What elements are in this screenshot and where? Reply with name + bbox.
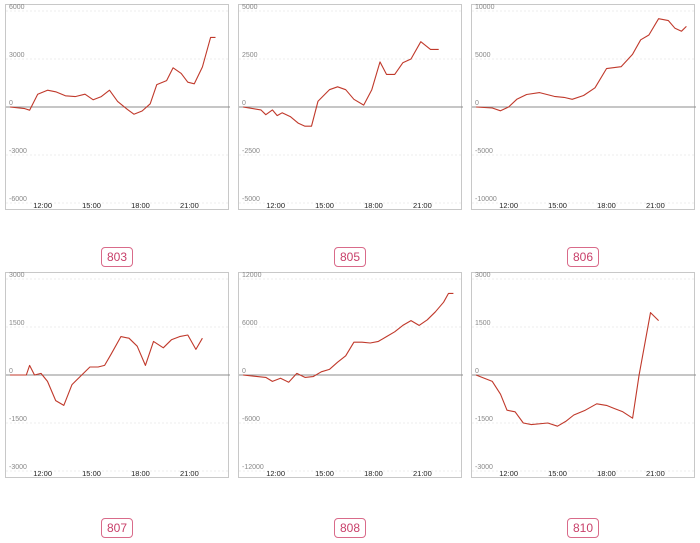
x-tick-label: 21:00 [413,201,432,210]
chart-panel-807: -3000 -1500 0 1500 3000 12:00 15:00 18:00 21:00 [5,272,230,478]
y-tick-label: -1500 [9,416,27,423]
chart-svg: -5000 -2500 0 2500 5000 12:00 15:00 18:00 21:00 [239,4,463,210]
x-tick-label: 15:00 [548,201,567,210]
y-tick-label: -3000 [475,464,493,471]
y-tick-label: 0 [242,100,246,107]
chart-label-badge: 803 [101,247,134,267]
y-tick-label: -3000 [9,464,27,471]
chart-panel-803: -6000 -3000 0 3000 6000 12:00 15:00 18:00 21:00 [5,4,230,210]
x-tick-label: 15:00 [315,469,334,478]
y-tick-label: -3000 [9,148,27,155]
x-tick-label: 12:00 [499,469,518,478]
x-tick-label: 18:00 [597,469,616,478]
y-tick-label: 2500 [242,52,258,59]
y-tick-label: 6000 [242,320,258,327]
y-tick-label: -5000 [475,148,493,155]
chart-label-badge: 806 [567,247,600,267]
y-tick-label: -2500 [242,148,260,155]
y-tick-label: -10000 [475,196,497,203]
x-tick-label: 18:00 [131,469,150,478]
y-tick-label: -6000 [242,416,260,423]
x-tick-label: 15:00 [315,201,334,210]
x-tick-label: 21:00 [180,469,199,478]
y-tick-label: 0 [9,100,13,107]
x-tick-label: 21:00 [180,201,199,210]
series-line [9,36,216,115]
series-line [10,334,203,406]
x-tick-label: 15:00 [548,469,567,478]
x-tick-label: 12:00 [33,469,52,478]
series-line [475,18,687,112]
x-tick-label: 15:00 [82,469,101,478]
chart-svg: -3000 -1500 0 1500 3000 12:00 15:00 18:00 21:00 [6,272,230,478]
y-tick-label: -1500 [475,416,493,423]
x-tick-label: 12:00 [499,201,518,210]
y-tick-label: 1500 [475,320,491,327]
chart-svg: -3000 -1500 0 1500 3000 12:00 15:00 18:00 21:00 [472,272,696,478]
y-tick-label: 10000 [475,4,495,11]
x-tick-label: 21:00 [413,469,432,478]
chart-panel-810: -3000 -1500 0 1500 3000 12:00 15:00 18:00 21:00 [471,272,696,478]
chart-panel-806: -10000 -5000 0 5000 10000 12:00 15:00 18:00 21:0… [471,4,696,210]
y-tick-label: -12000 [242,464,264,471]
y-tick-label: 1500 [9,320,25,327]
y-tick-label: 3000 [475,272,491,279]
y-tick-label: 0 [9,368,13,375]
series-line [242,41,439,127]
y-tick-label: -6000 [9,196,27,203]
x-tick-label: 15:00 [82,201,101,210]
chart-svg: -12000 -6000 0 6000 12000 12:00 15:00 18:00 21:0… [239,272,463,478]
chart-svg: -10000 -5000 0 5000 10000 12:00 15:00 18:00 21:0… [472,4,696,210]
x-tick-label: 12:00 [266,469,285,478]
x-tick-label: 12:00 [33,201,52,210]
chart-svg: -6000 -3000 0 3000 6000 12:00 15:00 18:00 21:00 [6,4,230,210]
y-tick-label: 3000 [9,52,25,59]
chart-label-badge: 807 [101,518,134,538]
y-tick-label: 5000 [242,4,258,11]
chart-panel-808: -12000 -6000 0 6000 12000 12:00 15:00 18:00 21:0… [238,272,463,478]
x-tick-label: 12:00 [266,201,285,210]
y-tick-label: 0 [475,100,479,107]
x-tick-label: 21:00 [646,469,665,478]
series-line [242,292,454,383]
y-tick-label: -5000 [242,196,260,203]
y-tick-label: 3000 [9,272,25,279]
x-tick-label: 18:00 [131,201,150,210]
series-line [475,312,659,427]
chart-label-badge: 808 [334,518,367,538]
chart-label-badge: 805 [334,247,367,267]
y-tick-label: 12000 [242,272,262,279]
chart-label-badge: 810 [567,518,600,538]
x-tick-label: 18:00 [364,469,383,478]
y-tick-label: 0 [475,368,479,375]
x-tick-label: 21:00 [646,201,665,210]
y-tick-label: 0 [242,368,246,375]
y-tick-label: 5000 [475,52,491,59]
x-tick-label: 18:00 [597,201,616,210]
chart-panel-805: -5000 -2500 0 2500 5000 12:00 15:00 18:00 21:00 [238,4,463,210]
y-tick-label: 6000 [9,4,25,11]
x-tick-label: 18:00 [364,201,383,210]
